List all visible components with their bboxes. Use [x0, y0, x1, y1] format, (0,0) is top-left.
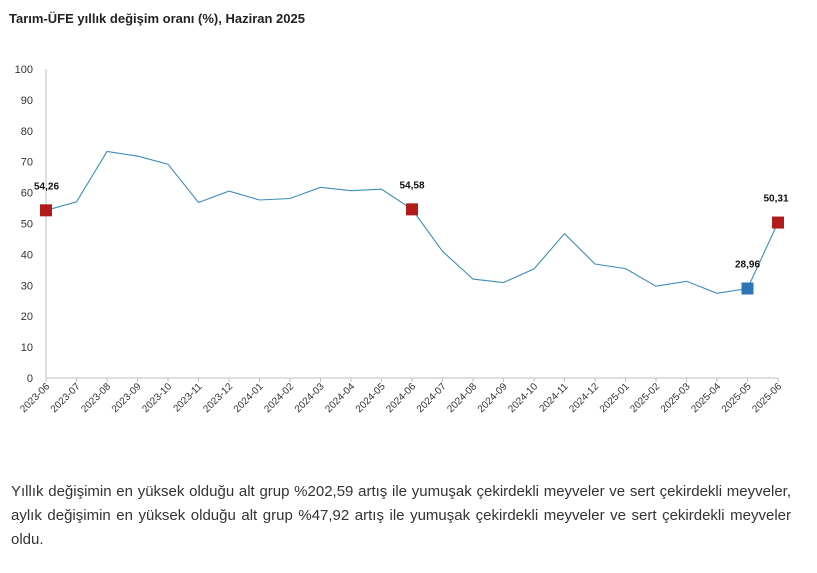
x-tick-label: 2025-01 [598, 381, 632, 415]
x-tick-label: 2025-04 [689, 381, 723, 415]
x-tick-label: 2024-01 [232, 381, 266, 415]
x-tick-label: 2025-06 [750, 381, 784, 415]
data-point-marker [40, 204, 52, 217]
data-point-marker [741, 282, 754, 295]
x-tick-label: 2024-03 [293, 381, 327, 415]
x-tick-label: 2024-09 [476, 381, 510, 415]
data-point-marker [772, 216, 784, 229]
y-tick-label: 70 [21, 157, 33, 169]
x-tick-label: 2024-02 [262, 381, 296, 415]
y-tick-label: 90 [21, 95, 33, 107]
series-line [45, 150, 779, 294]
x-tick-label: 2023-06 [18, 381, 52, 415]
y-tick-label: 60 [21, 188, 33, 200]
x-axis-ticks: 2023-062023-072023-082023-092023-102023-… [18, 378, 784, 415]
y-tick-label: 50 [21, 219, 33, 231]
x-tick-label: 2024-12 [567, 381, 601, 415]
y-tick-label: 20 [21, 311, 33, 323]
x-tick-label: 2024-07 [415, 381, 449, 415]
y-tick-label: 40 [21, 249, 33, 261]
x-tick-label: 2023-12 [201, 381, 235, 415]
chart-markers [40, 203, 784, 295]
x-tick-label: 2023-10 [140, 381, 174, 415]
x-tick-label: 2024-05 [354, 381, 388, 415]
x-tick-label: 2023-09 [110, 381, 144, 415]
x-tick-label: 2023-11 [171, 381, 205, 415]
y-tick-label: 0 [27, 373, 33, 385]
x-tick-label: 2025-02 [628, 381, 662, 415]
y-tick-label: 10 [21, 342, 33, 354]
data-label: 28,96 [735, 260, 760, 271]
x-tick-label: 2023-08 [79, 381, 113, 415]
x-tick-label: 2024-10 [506, 381, 540, 415]
x-tick-label: 2024-06 [384, 381, 418, 415]
data-label: 54,58 [399, 180, 424, 191]
data-label: 50,31 [763, 194, 788, 205]
y-axis-ticks: 0 10 20 30 40 50 60 70 80 90 100 [15, 64, 33, 385]
description-text: Yıllık değişimin en yüksek olduğu alt gr… [11, 483, 791, 548]
x-tick-label: 2025-05 [720, 381, 754, 415]
x-tick-label: 2024-04 [323, 381, 357, 415]
chart-data-labels: 54,26 54,58 28,96 50,31 [34, 180, 789, 270]
data-label: 54,26 [34, 181, 59, 192]
x-tick-label: 2023-07 [49, 381, 83, 415]
data-point-marker [406, 203, 418, 216]
y-tick-label: 100 [15, 64, 33, 76]
chart-title: Tarım-ÜFE yıllık değişim oranı (%), Hazi… [9, 11, 305, 26]
y-tick-label: 80 [21, 126, 33, 138]
x-tick-label: 2024-11 [537, 381, 571, 415]
x-tick-label: 2024-08 [445, 381, 479, 415]
chart-series [45, 150, 779, 294]
x-tick-label: 2025-03 [659, 381, 693, 415]
y-tick-label: 30 [21, 280, 33, 292]
chart-axes [45, 69, 778, 379]
